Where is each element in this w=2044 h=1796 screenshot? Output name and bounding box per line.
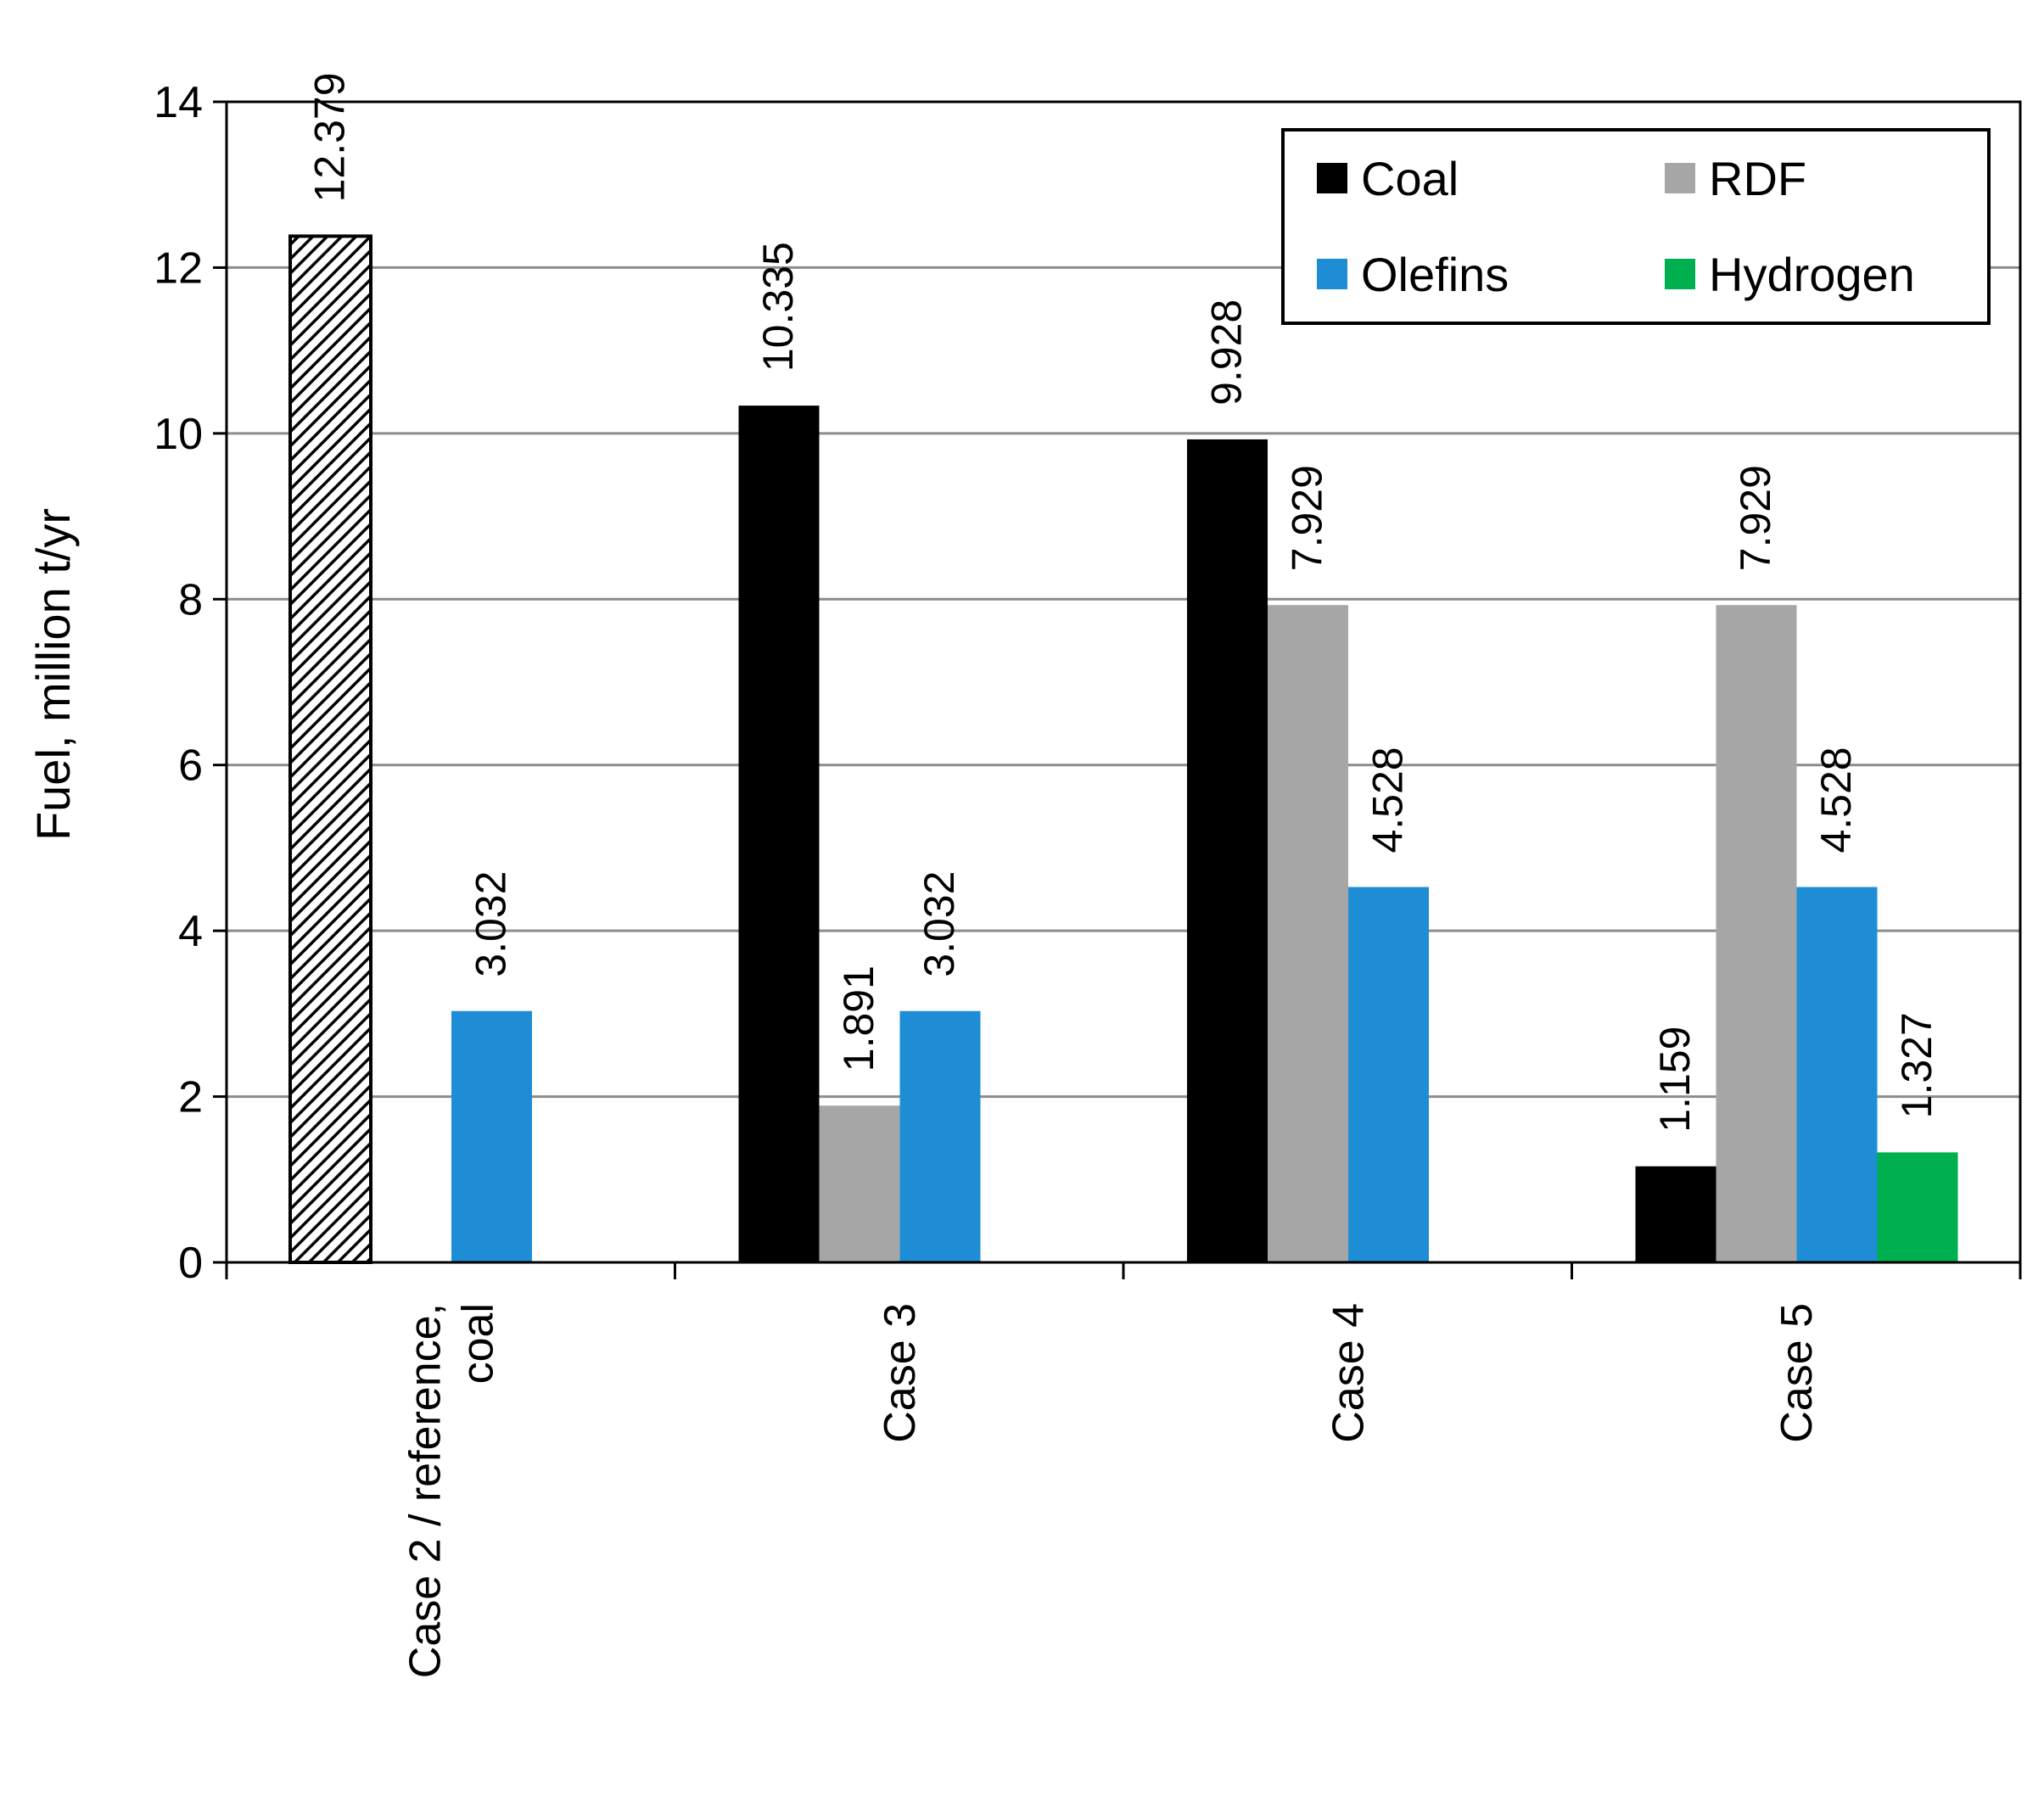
data-labels: 12.379 3.032 10.335 1.891 3.032 9.928 7.929 4.5… bbox=[306, 72, 1941, 1132]
x-category-label: Case 3 bbox=[876, 1303, 925, 1443]
y-tick-label: 8 bbox=[178, 575, 203, 624]
y-tick-label: 2 bbox=[178, 1073, 203, 1122]
y-tick-label: 4 bbox=[178, 907, 203, 956]
data-label-rdf-4: 7.929 bbox=[1732, 465, 1779, 571]
y-tick-label: 6 bbox=[178, 741, 203, 791]
bars bbox=[288, 234, 1958, 1264]
data-label-rdf-2: 1.891 bbox=[835, 965, 882, 1071]
bar-rdf-3 bbox=[1268, 605, 1348, 1262]
x-category-label: Case 4 bbox=[1324, 1303, 1373, 1443]
bar-rdf-2 bbox=[819, 1105, 900, 1262]
bar-coal-4 bbox=[1635, 1166, 1716, 1262]
bar-coal-2 bbox=[738, 406, 820, 1262]
y-tick-label: 10 bbox=[154, 410, 203, 459]
x-category-label: Case 5 bbox=[1772, 1303, 1822, 1443]
bar-olefins-3 bbox=[1348, 887, 1429, 1262]
legend-label-hydrogen: Hydrogen bbox=[1709, 248, 1915, 301]
y-tick-label: 14 bbox=[154, 78, 203, 127]
legend-swatch-coal bbox=[1317, 163, 1347, 193]
bar-olefins-4 bbox=[1796, 887, 1878, 1262]
data-label-hydrogen-4: 1.327 bbox=[1893, 1012, 1940, 1118]
bar-olefins-1 bbox=[451, 1010, 532, 1262]
legend-box bbox=[1281, 128, 1991, 325]
axes: 0 2 4 6 8 10 12 14 Case 2 / reference, coal Case 3… bbox=[154, 78, 2022, 1678]
legend-swatch-olefins bbox=[1317, 259, 1347, 289]
x-category-label: Case 2 / reference, bbox=[400, 1303, 450, 1678]
data-label-coal-3: 9.928 bbox=[1203, 299, 1251, 406]
legend: Coal RDF Olefins Hydrogen bbox=[1281, 128, 1991, 325]
data-label-olefins-1: 3.032 bbox=[468, 871, 515, 977]
y-tick-label: 12 bbox=[154, 243, 203, 293]
legend-label-coal: Coal bbox=[1361, 152, 1459, 205]
legend-swatch-rdf bbox=[1665, 163, 1695, 193]
data-label-olefins-4: 4.528 bbox=[1812, 747, 1860, 853]
data-label-coal-2: 10.335 bbox=[754, 242, 802, 372]
bar-olefins-2 bbox=[899, 1010, 981, 1262]
bar-rdf-4 bbox=[1716, 605, 1797, 1262]
data-label-olefins-3: 4.528 bbox=[1364, 747, 1412, 853]
legend-label-olefins: Olefins bbox=[1361, 248, 1509, 301]
legend-label-rdf: RDF bbox=[1709, 152, 1806, 205]
data-label-coal-4: 1.159 bbox=[1651, 1027, 1699, 1133]
bar-coal-3 bbox=[1187, 439, 1268, 1262]
y-axis-title: Fuel, million t/yr bbox=[26, 508, 80, 841]
bar-coal-1 bbox=[288, 234, 372, 1264]
y-tick-label: 0 bbox=[178, 1239, 203, 1288]
data-label-olefins-2: 3.032 bbox=[916, 871, 963, 977]
bar-hydrogen-4 bbox=[1877, 1152, 1958, 1262]
data-label-coal-1: 12.379 bbox=[306, 72, 354, 202]
data-label-rdf-3: 7.929 bbox=[1284, 465, 1331, 571]
x-category-label: coal bbox=[453, 1303, 502, 1384]
legend-swatch-hydrogen bbox=[1665, 259, 1695, 289]
